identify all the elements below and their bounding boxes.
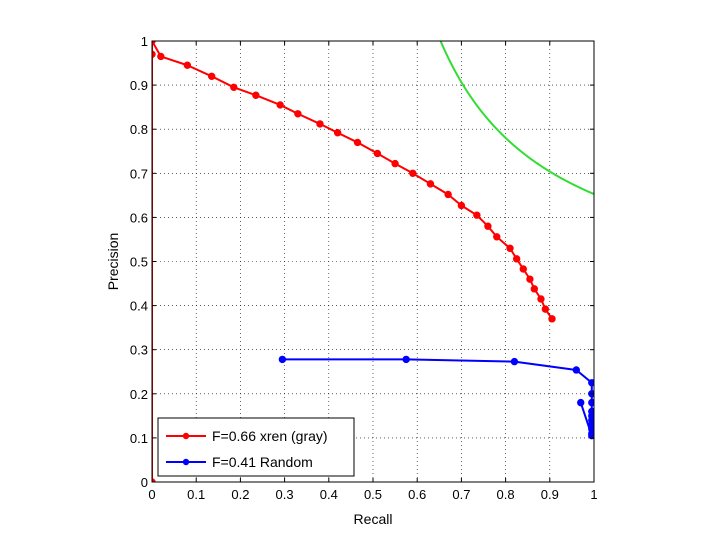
- x-tick-label: 0.1: [187, 487, 205, 502]
- y-axis-label: Precision: [105, 233, 121, 291]
- legend-entry: F=0.66 xren (gray): [212, 428, 328, 444]
- y-tick-label: 0.6: [130, 210, 148, 225]
- x-tick-label: 0.7: [452, 487, 470, 502]
- x-tick-label: 0.4: [320, 487, 338, 502]
- ticks: 0 0.1 0.2 0.3 0.4 0.5 0.6 0.7 0.8 0.9 1 0 0.1 0.2 0.3 0…: [130, 34, 598, 502]
- x-tick-label: 0.8: [497, 487, 515, 502]
- x-tick-label: 0: [148, 487, 155, 502]
- y-tick-label: 0: [141, 475, 148, 490]
- data-point-0: [409, 169, 417, 178]
- legend-swatch-marker: [182, 432, 190, 440]
- data-point-0: [526, 275, 534, 283]
- data-point-0: [519, 265, 527, 273]
- data-point-1: [402, 355, 410, 364]
- data-point-0: [484, 222, 492, 230]
- legend-entry: F=0.41 Random: [212, 454, 313, 470]
- data-point-0: [512, 255, 521, 263]
- data-point-0: [373, 149, 382, 158]
- data-point-1: [588, 398, 594, 407]
- data-point-0: [391, 159, 399, 168]
- y-tick-label: 1: [141, 34, 148, 49]
- x-tick-label: 0.3: [276, 487, 294, 502]
- x-axis-label: Recall: [354, 511, 393, 527]
- data-point-0: [353, 138, 362, 147]
- y-tick-label: 0.7: [130, 166, 148, 181]
- data-point-1: [588, 431, 594, 440]
- data-point-0: [183, 61, 192, 69]
- x-tick-label: 0.9: [541, 487, 559, 502]
- data-point-0: [457, 201, 466, 210]
- curves: [152, 41, 594, 482]
- legend: F=0.66 xren (gray) F=0.41 Random: [157, 417, 355, 477]
- data-point-0: [157, 52, 165, 61]
- data-point-1: [510, 357, 519, 366]
- legend-box: [157, 417, 355, 477]
- x-tick-label: 0.5: [364, 487, 382, 502]
- data-point-0: [444, 190, 452, 199]
- y-tick-label: 0.9: [130, 78, 148, 93]
- data-point-0: [276, 101, 284, 109]
- data-point-1: [577, 398, 585, 407]
- data-point-0: [530, 285, 539, 293]
- y-tick-label: 0.4: [130, 299, 148, 314]
- data-point-0: [252, 91, 260, 99]
- data-point-0: [537, 295, 545, 303]
- data-point-0: [207, 72, 216, 80]
- data-point-1: [588, 379, 594, 387]
- data-point-0: [230, 83, 238, 92]
- data-point-1: [278, 355, 287, 364]
- data-point-0: [294, 110, 302, 118]
- x-tick-label: 0.2: [231, 487, 249, 502]
- data-point-0: [316, 120, 324, 128]
- data-point-0: [473, 211, 481, 219]
- data-point-0: [541, 305, 550, 313]
- data-point-1: [572, 366, 581, 374]
- data-point-0: [548, 315, 556, 323]
- y-tick-label: 0.3: [130, 343, 148, 358]
- data-point-0: [333, 129, 342, 137]
- data-point-0: [506, 244, 514, 252]
- x-tick-label: 0.6: [408, 487, 426, 502]
- y-tick-label: 0.2: [130, 387, 148, 402]
- grid: [152, 41, 594, 482]
- data-point-0: [493, 233, 501, 241]
- x-tick-label: 1: [590, 487, 597, 502]
- y-tick-label: 0.8: [130, 122, 148, 137]
- y-tick-label: 0.1: [130, 431, 148, 446]
- data-point-0: [426, 180, 435, 188]
- legend-swatch-marker: [182, 458, 190, 466]
- y-tick-label: 0.5: [130, 255, 148, 270]
- series-line-2: [439, 41, 594, 195]
